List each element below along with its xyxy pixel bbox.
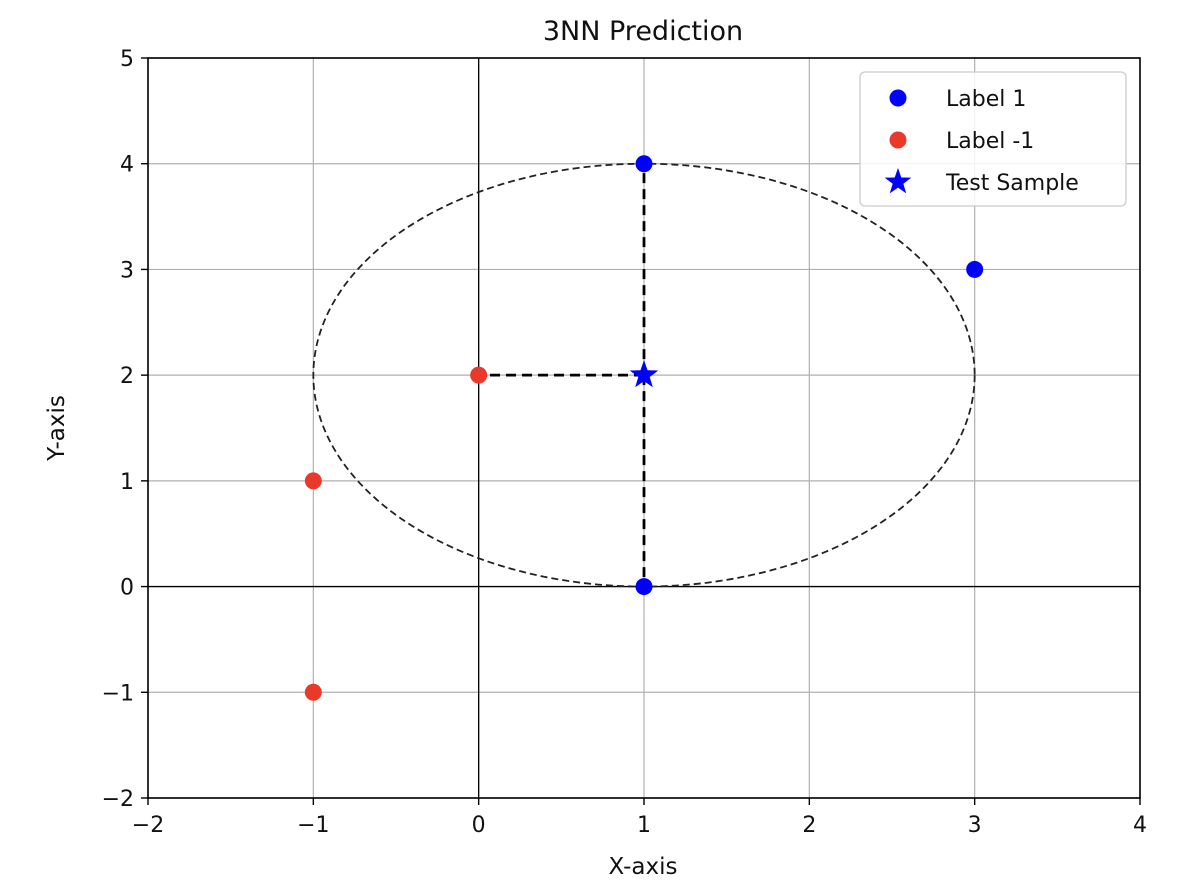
x-tick-label: 0 (472, 813, 486, 838)
legend-circle-marker (889, 89, 907, 107)
legend-entry-label: Label -1 (946, 129, 1034, 154)
points-layer (304, 155, 984, 701)
y-tick-label: 0 (120, 576, 134, 601)
legend-box (859, 71, 1127, 207)
data-point (966, 260, 984, 278)
ticks: −2 −1 0 1 2 3 4 −2 −1 0 1 2 3 4 5 (102, 47, 1147, 838)
y-tick-label: −2 (102, 787, 134, 812)
data-point (304, 472, 322, 490)
y-tick-label: 2 (120, 364, 134, 389)
y-tick-label: −1 (102, 681, 134, 706)
y-tick-label: 5 (120, 47, 134, 72)
legend-circle-marker (889, 131, 907, 149)
data-point (635, 155, 653, 173)
x-tick-label: −2 (132, 813, 164, 838)
y-tick-label: 4 (120, 153, 134, 178)
x-tick-label: 2 (802, 813, 816, 838)
x-tick-label: 4 (1133, 813, 1147, 838)
test-sample-point (629, 360, 659, 388)
x-axis-label: X-axis (609, 854, 678, 880)
data-point (635, 578, 653, 596)
data-point (470, 366, 488, 384)
legend: Label 1 Label -1 Test Sample (859, 71, 1127, 207)
y-tick-label: 1 (120, 470, 134, 495)
y-tick-label: 3 (120, 258, 134, 283)
x-tick-label: −1 (297, 813, 329, 838)
legend-entry-label: Test Sample (945, 171, 1079, 196)
legend-star-marker (884, 168, 912, 194)
data-point (304, 683, 322, 701)
chart-title: 3NN Prediction (543, 16, 743, 47)
neighbor-lines-layer (478, 163, 646, 587)
x-tick-label: 1 (637, 813, 651, 838)
legend-entry-label: Label 1 (946, 87, 1026, 112)
y-axis-label: Y-axis (44, 395, 70, 462)
x-tick-label: 3 (968, 813, 982, 838)
